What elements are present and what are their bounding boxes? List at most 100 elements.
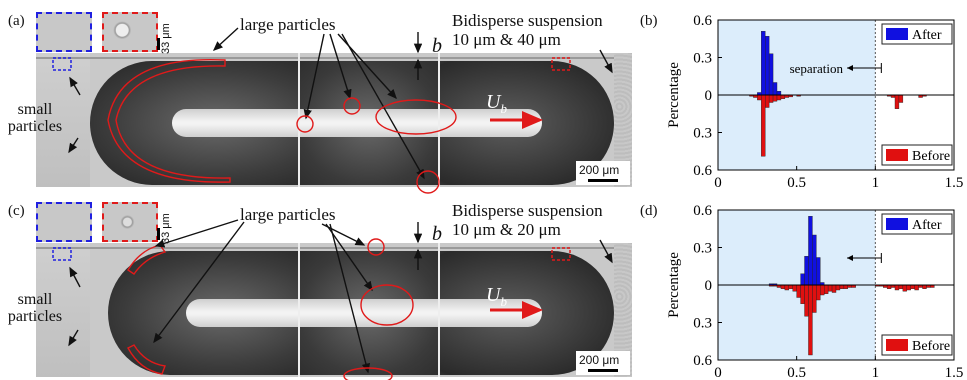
particle-band <box>107 58 231 183</box>
bar-before <box>780 94 786 99</box>
channel-wall <box>36 57 632 59</box>
bar-before <box>816 284 821 301</box>
particle-band <box>127 244 167 275</box>
bar-before <box>906 284 911 291</box>
bar-after <box>761 31 766 96</box>
scale-bar-label: 200 μm <box>579 353 620 367</box>
bar-before <box>800 284 805 304</box>
label-small-particles: small particles <box>0 291 70 325</box>
x-tick-label: 1.5 <box>945 365 964 380</box>
y-tick-label: 0 <box>705 88 713 104</box>
channel-left-region <box>36 53 90 187</box>
particle-circle <box>360 284 414 326</box>
bar-before <box>776 94 782 101</box>
large-region-marker <box>551 57 571 71</box>
particle-circle <box>416 170 440 194</box>
bar-before <box>780 284 786 289</box>
bar-before <box>757 94 762 101</box>
y-axis-label: Percentage <box>666 252 682 318</box>
label-suspension-sizes: 10 μm & 20 μm <box>452 220 561 239</box>
inset-scale-line <box>157 228 160 240</box>
panel-label-c: (c) <box>8 203 25 219</box>
label-small-line2: particles <box>7 308 63 325</box>
bar-before <box>922 284 927 289</box>
y-tick-label: 0.6 <box>693 353 712 369</box>
bar-after <box>800 273 805 286</box>
bar-before <box>839 284 845 289</box>
legend-swatch-after <box>886 218 908 230</box>
legend-swatch-before <box>886 339 908 351</box>
arrow <box>329 33 352 100</box>
inset-scale-line <box>157 38 160 50</box>
label-small-line1: small <box>17 291 53 308</box>
y-tick-label: 0 <box>705 278 713 294</box>
y-tick-label: 0.6 <box>693 203 712 219</box>
histogram-chart-b: 0.60.300.30.600.511.5Normalized Particle… <box>666 13 963 190</box>
label-small-line1: small <box>17 101 53 118</box>
drop-core <box>186 299 542 327</box>
panel-divider-2 <box>438 243 440 377</box>
arrow <box>154 219 239 248</box>
scale-bar <box>588 369 618 372</box>
bar-before <box>898 94 904 103</box>
x-tick-label: 1 <box>872 365 880 380</box>
bar-before <box>764 94 770 108</box>
channel-left-region <box>36 243 90 377</box>
arrow <box>303 33 325 120</box>
bar-before <box>808 284 813 356</box>
inset-large-particles <box>102 202 158 242</box>
legend-swatch-after <box>886 28 908 40</box>
inset-small-particles <box>36 12 92 52</box>
label-suspension-title: Bidisperse suspension <box>452 11 603 30</box>
arrow <box>69 266 81 288</box>
x-tick-label: 0 <box>714 365 722 380</box>
separation-label: separation <box>790 61 844 76</box>
small-region-marker <box>52 247 72 261</box>
panel-label-a: (a) <box>8 13 25 29</box>
y-axis-label: Percentage <box>666 62 682 128</box>
bar-before <box>894 284 900 291</box>
y-tick-label: 0.6 <box>693 163 712 179</box>
label-ub-sub: b <box>500 294 507 309</box>
particle-circle <box>375 99 457 135</box>
bar-before <box>820 284 825 296</box>
label-suspension-sizes: 10 μm & 40 μm <box>452 30 561 49</box>
bar-before <box>792 284 797 292</box>
y-tick-label: 0.3 <box>693 126 712 142</box>
arrow <box>153 221 245 344</box>
bar-after <box>812 234 817 286</box>
scale-bar <box>588 179 618 182</box>
separation-arrowhead <box>847 255 854 261</box>
y-tick-label: 0.3 <box>693 51 712 67</box>
small-region-marker <box>52 57 72 71</box>
arrow <box>341 33 425 180</box>
legend-label-after: After <box>912 28 942 43</box>
y-tick-label: 0.6 <box>693 13 712 29</box>
bar-before <box>823 284 829 294</box>
suspension-region <box>614 243 632 377</box>
arrow <box>599 239 613 264</box>
bar-after <box>776 91 782 96</box>
label-large-particles: large particles <box>240 15 336 34</box>
scale-bar-label: 200 μm <box>579 163 620 177</box>
x-tick-label: 1 <box>872 175 880 190</box>
label-small-particles: small particles <box>0 101 70 135</box>
arrow <box>599 49 613 74</box>
label-suspension-title: Bidisperse suspension <box>452 201 603 220</box>
bar-before <box>827 284 833 292</box>
legend-swatch-before <box>886 149 908 161</box>
bar-after <box>804 256 809 286</box>
bar-before <box>843 284 849 289</box>
inset-large-particles <box>102 12 158 52</box>
micrograph-a: 200 μm <box>36 53 632 187</box>
bar-before <box>796 284 801 298</box>
panel-divider-1 <box>298 53 300 187</box>
particle-circle <box>343 97 361 115</box>
label-ub: Ub <box>486 92 507 117</box>
label-ub: Ub <box>486 285 507 310</box>
bar-before <box>886 284 892 289</box>
bar-after <box>764 36 770 96</box>
arrow <box>212 27 239 51</box>
bar-before <box>768 94 774 103</box>
particle-circle <box>367 238 385 256</box>
